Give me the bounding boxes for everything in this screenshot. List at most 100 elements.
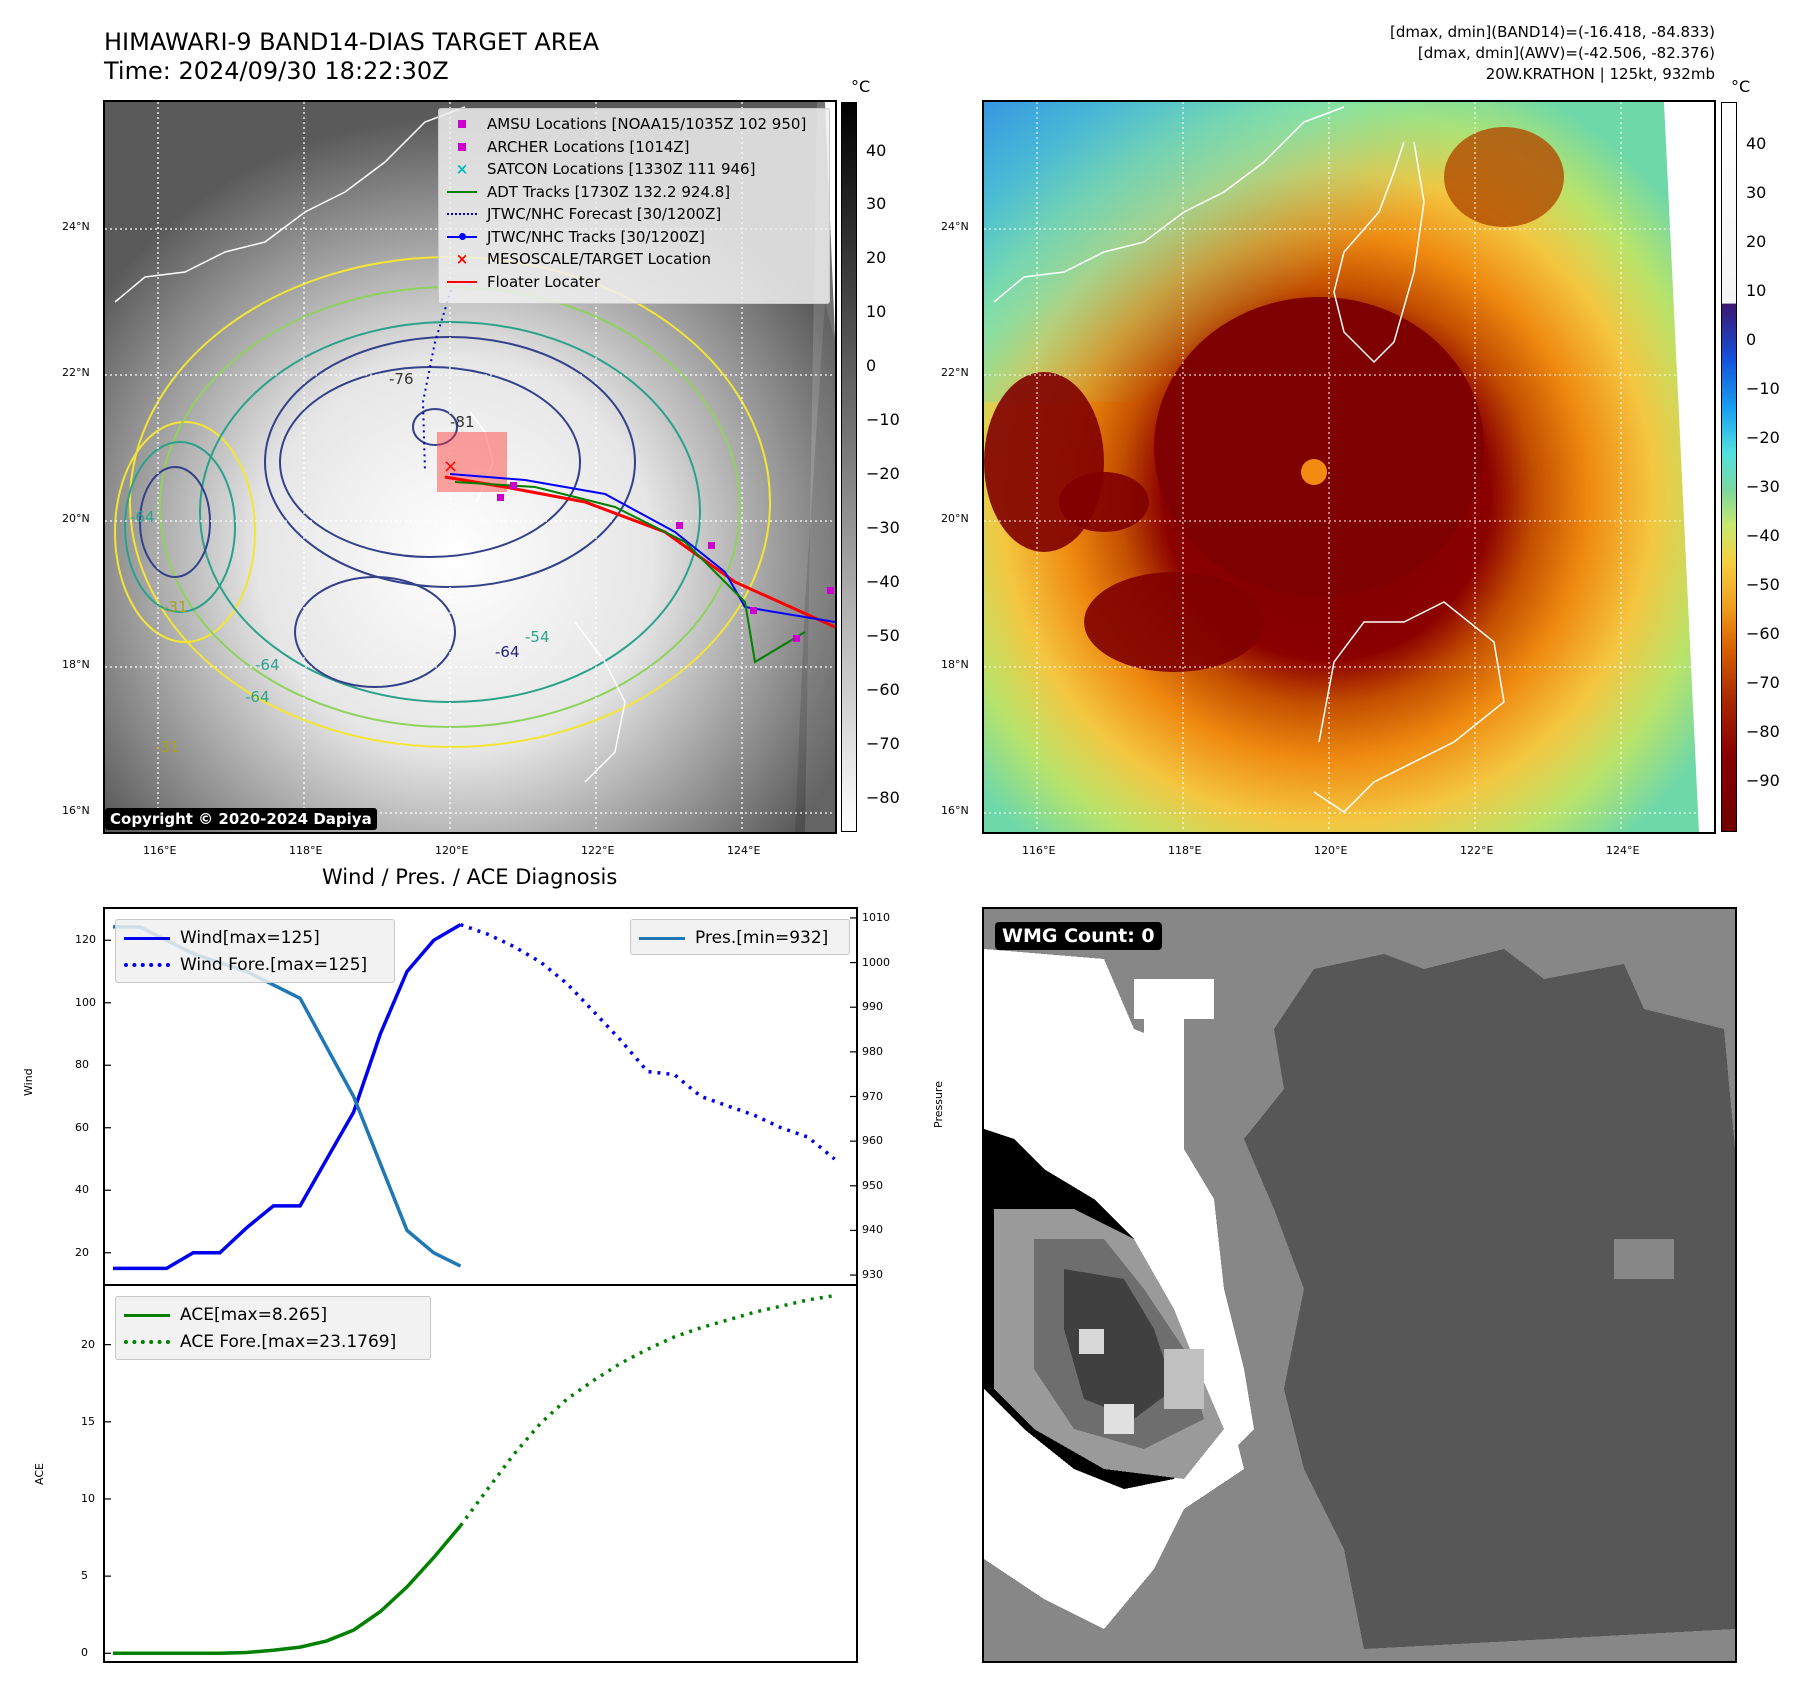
legend-item-wind: Wind[max=125] (124, 924, 386, 951)
legend-item-wind-forecast: Wind Fore.[max=125] (124, 951, 386, 978)
ace-ylabel: ACE (33, 1463, 46, 1485)
lon-tick-label: 116°E (143, 844, 177, 857)
ir-gray-map: × -76 -81 -64 -64 -54 -31 -64 -64 -31 AM… (103, 100, 837, 834)
gray-colorbar-unit: °C (851, 77, 871, 96)
pressure-y-tick-label: 1010 (862, 910, 890, 924)
gray-colorbar (841, 102, 857, 832)
pressure-y-tick-label: 970 (862, 1089, 883, 1103)
color-colorbar-tick: −60 (1746, 623, 1780, 643)
chart-title: Wind / Pres. / ACE Diagnosis (322, 865, 618, 889)
ace-legend: ACE[max=8.265] ACE Fore.[max=23.1769] (115, 1296, 431, 1360)
legend-item-satcon: × SATCON Locations [1330Z 111 946] (455, 160, 756, 179)
ir-color-map (982, 100, 1716, 834)
lat-tick-label: 20°N (941, 512, 969, 525)
pressure-y-tick-label: 960 (862, 1134, 883, 1148)
legend-item-jtwc-tracks: JTWC/NHC Tracks [30/1200Z] (447, 226, 821, 249)
info-band14-range: [dmax, dmin](BAND14)=(-16.418, -84.833) (1390, 23, 1715, 41)
contour-label: -54 (525, 628, 550, 646)
wind-y-tick-label: 20 (75, 1245, 89, 1259)
ace-y-tick-label: 5 (81, 1569, 88, 1583)
lon-tick-label: 116°E (1022, 844, 1056, 857)
wind-ylabel: Wind (22, 1068, 35, 1096)
lat-tick-label: 20°N (62, 512, 90, 525)
lat-tick-label: 24°N (941, 220, 969, 233)
lon-tick-label: 122°E (1460, 844, 1494, 857)
lon-tick-label: 120°E (1314, 844, 1348, 857)
color-colorbar-tick: 10 (1746, 280, 1767, 300)
gray-colorbar-tick: −50 (866, 625, 900, 645)
lat-tick-label: 18°N (941, 658, 969, 671)
gray-colorbar-tick: −40 (866, 571, 900, 591)
color-colorbar-tick: −90 (1746, 770, 1780, 790)
color-colorbar-tick: 40 (1746, 133, 1767, 153)
color-colorbar-tick: −20 (1746, 427, 1780, 447)
lon-tick-label: 120°E (435, 844, 469, 857)
series-line-wind-forecast (459, 922, 836, 1161)
gray-colorbar-tick: 20 (866, 248, 887, 268)
copyright-badge: Copyright © 2020-2024 Dapiya (105, 808, 377, 830)
figure-title: HIMAWARI-9 BAND14-DIAS TARGET AREA (104, 28, 600, 56)
wmg-count-badge: WMG Count: 0 (995, 922, 1162, 950)
color-colorbar-tick: −40 (1746, 525, 1780, 545)
lon-tick-label: 118°E (1168, 844, 1202, 857)
color-colorbar-unit: °C (1731, 77, 1751, 96)
pressure-y-tick-label: 940 (862, 1223, 883, 1237)
gray-colorbar-tick: 0 (866, 356, 877, 376)
ace-y-tick-label: 20 (81, 1337, 95, 1351)
pressure-y-tick-label: 1000 (862, 955, 890, 969)
ace-y-tick-label: 0 (81, 1646, 88, 1660)
gray-colorbar-tick: 40 (866, 140, 887, 160)
wind-y-tick-label: 100 (75, 995, 96, 1009)
wind-y-tick-label: 60 (75, 1120, 89, 1134)
contour-label: -81 (450, 413, 475, 431)
info-awv-range: [dmax, dmin](AWV)=(-42.506, -82.376) (1417, 44, 1715, 62)
pressure-y-tick-label: 980 (862, 1044, 883, 1058)
wind-y-tick-label: 80 (75, 1058, 89, 1072)
gray-colorbar-tick: −80 (866, 787, 900, 807)
color-colorbar-tick: 30 (1746, 182, 1767, 202)
color-colorbar-tick: 0 (1746, 329, 1757, 349)
legend-item-archer: ARCHER Locations [1014Z] (447, 136, 821, 159)
gray-colorbar-tick: −70 (866, 733, 900, 753)
legend-item-amsu: AMSU Locations [NOAA15/1035Z 102 950] (447, 113, 821, 136)
wind-y-tick-label: 120 (75, 933, 96, 947)
color-colorbar-tick: −70 (1746, 672, 1780, 692)
figure-time: Time: 2024/09/30 18:22:30Z (104, 57, 449, 85)
pressure-y-tick-label: 990 (862, 1000, 883, 1014)
color-colorbar-tick: −30 (1746, 476, 1780, 496)
gray-colorbar-tick: −30 (866, 518, 900, 537)
wind-y-tick-label: 40 (75, 1183, 89, 1197)
contour-label: -64 (495, 643, 520, 661)
legend-item-ace-forecast: ACE Fore.[max=23.1769] (124, 1328, 422, 1355)
legend-item-floater: Floater Locater (447, 271, 821, 294)
gray-colorbar-tick: 30 (866, 194, 887, 214)
gray-colorbar-tick: −60 (866, 679, 900, 699)
map-legend: AMSU Locations [NOAA15/1035Z 102 950] AR… (438, 108, 830, 304)
pressure-y-tick-label: 930 (862, 1268, 883, 1282)
info-storm: 20W.KRATHON | 125kt, 932mb (1485, 65, 1715, 83)
series-line-ace-forecast (459, 1293, 835, 1527)
ace-y-tick-label: 15 (81, 1414, 95, 1428)
wind-pres-chart: Wind[max=125] Wind Fore.[max=125] Pres.[… (103, 907, 858, 1286)
gray-colorbar-tick: 10 (866, 302, 887, 322)
gray-colorbar-tick: −10 (866, 410, 900, 430)
svg-text:×: × (443, 456, 458, 477)
gray-colorbar-tick: −20 (866, 464, 900, 484)
lat-tick-label: 24°N (62, 220, 90, 233)
legend-item-target: × MESOSCALE/TARGET Location (455, 250, 712, 269)
lat-tick-label: 16°N (62, 804, 90, 817)
lon-tick-label: 124°E (1606, 844, 1640, 857)
legend-item-jtwc-forecast: JTWC/NHC Forecast [30/1200Z] (447, 203, 821, 226)
lon-tick-label: 124°E (727, 844, 761, 857)
contour-label: -64 (245, 688, 270, 706)
pressure-ylabel: Pressure (932, 1081, 945, 1128)
wmg-svg (984, 909, 1735, 1661)
wind-legend: Wind[max=125] Wind Fore.[max=125] (115, 919, 395, 983)
lon-tick-label: 118°E (289, 844, 323, 857)
color-colorbar-tick: −50 (1746, 574, 1780, 594)
color-colorbar-tick: 20 (1746, 231, 1767, 251)
color-colorbar (1721, 102, 1737, 832)
legend-item-pres: Pres.[min=932] (639, 924, 841, 951)
ace-y-tick-label: 10 (81, 1491, 95, 1505)
legend-item-adt: ADT Tracks [1730Z 132.2 924.8] (447, 181, 821, 204)
